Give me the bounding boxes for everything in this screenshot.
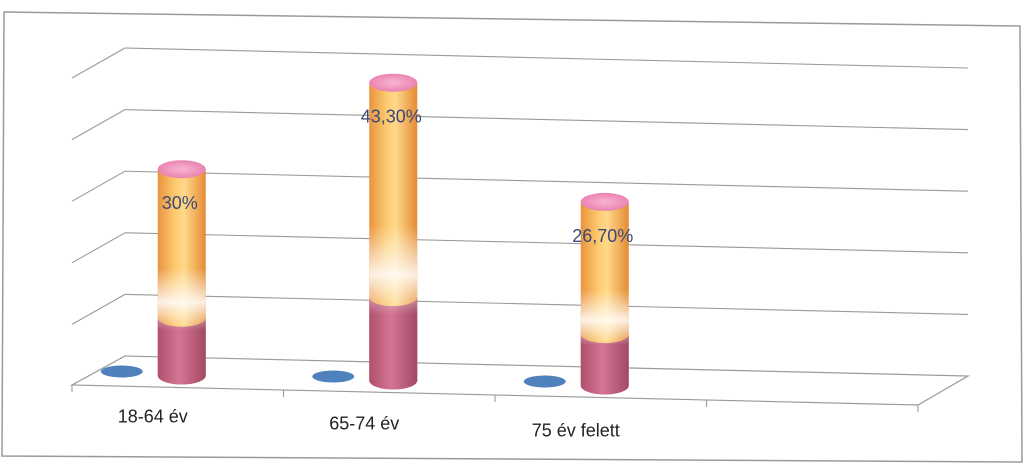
data-label: 30% (162, 193, 198, 213)
gridlines (71, 47, 969, 325)
bar-series1 (312, 370, 355, 383)
data-labels: 30% 43,30% 26,70% (162, 107, 634, 246)
gridline-side (71, 293, 126, 325)
gridline-side (71, 232, 126, 264)
gridline (124, 109, 969, 131)
gridline (124, 293, 969, 315)
data-label: 43,30% (361, 107, 422, 127)
x-tick-label: 75 év felett (532, 421, 620, 441)
chart-axes (69, 355, 971, 412)
bar-series1 (100, 365, 143, 378)
bar-series1 (523, 375, 566, 388)
x-tick-label: 65-74 év (329, 414, 399, 434)
bar-series2 (157, 160, 206, 385)
gridline-side (71, 109, 126, 141)
gridline (124, 170, 969, 192)
bar-series2 (369, 73, 418, 390)
gridline-side (71, 170, 126, 202)
x-axis-tick-labels: 18-64 év 65-74 év 75 év felett (118, 407, 620, 441)
bars (100, 73, 629, 395)
data-label: 26,70% (572, 226, 633, 246)
chart-floor (69, 355, 971, 406)
bar-series2 (580, 192, 629, 395)
gridline (124, 47, 969, 69)
gridline-side (71, 47, 126, 79)
gridline (124, 232, 969, 254)
x-tick-label: 18-64 év (118, 407, 188, 427)
chart-border (1, 11, 1023, 463)
